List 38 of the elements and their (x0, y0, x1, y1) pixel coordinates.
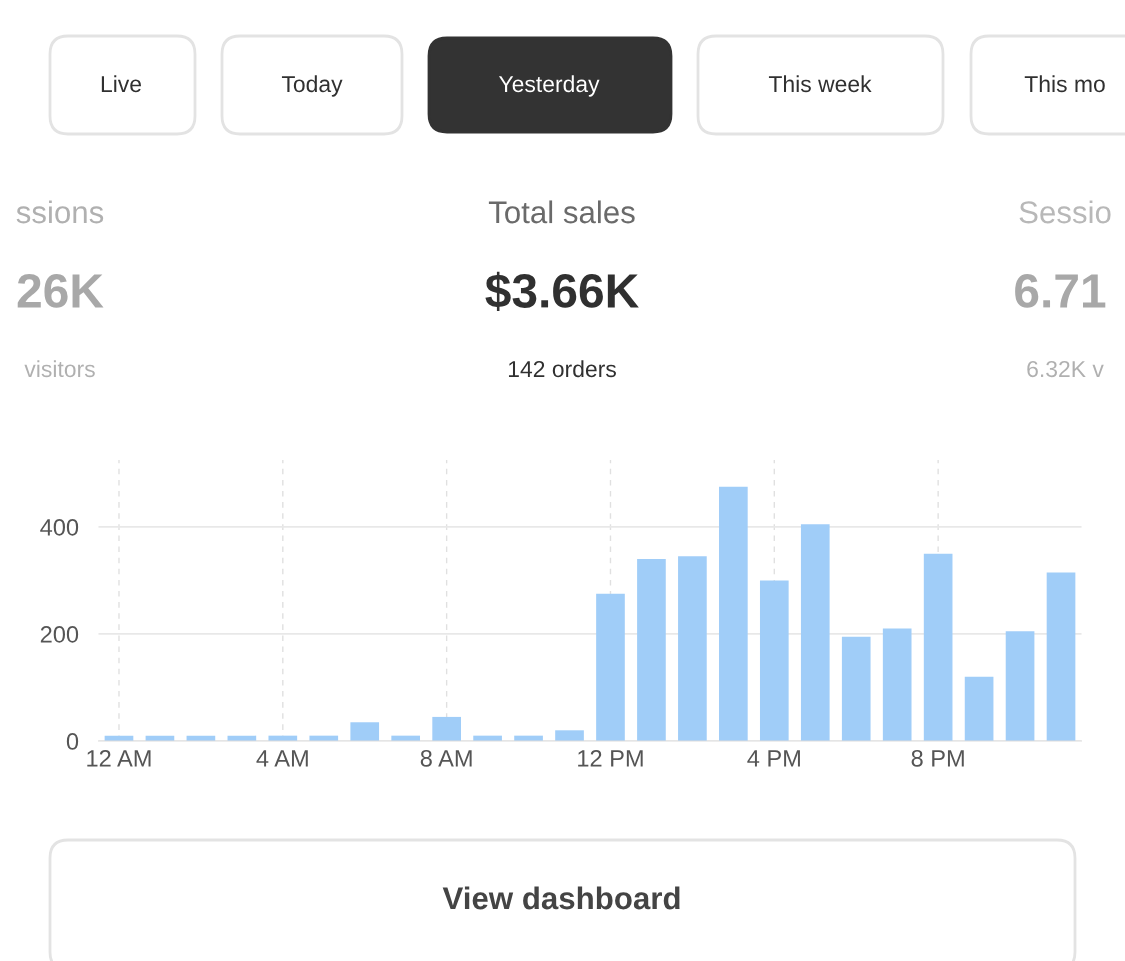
bar (678, 556, 707, 741)
text: This week (768, 75, 872, 93)
text: 26K (17, 273, 104, 308)
bar (719, 486, 748, 741)
y-tick-label: 0 (66, 733, 79, 750)
text: visitors (24, 360, 95, 378)
y-tick-label: 200 (40, 626, 79, 643)
bar (964, 676, 994, 741)
bar (841, 636, 871, 741)
text: Total sales (488, 200, 635, 224)
text: Live (101, 75, 141, 93)
x-tick-label: 4 AM (256, 750, 308, 767)
x-tick-label: 4 PM (747, 750, 800, 767)
text: $3.66K (485, 271, 639, 311)
text: Today (281, 75, 343, 97)
y-tick-label: 400 (40, 518, 79, 536)
bar (882, 628, 912, 741)
bar (555, 730, 584, 741)
bar (1046, 572, 1076, 741)
bar (637, 559, 666, 741)
text: 6.71 (1015, 273, 1106, 308)
bar (350, 722, 380, 741)
x-tick-label: 8 AM (420, 749, 472, 767)
text: View dashboard (442, 886, 680, 910)
bar (800, 524, 830, 741)
x-tick-label: 12 PM (578, 749, 643, 767)
text: ssions (16, 200, 104, 224)
text: This mo (1024, 75, 1105, 93)
text: Sessio (1019, 200, 1111, 224)
bar (923, 553, 953, 741)
bar (432, 716, 461, 741)
bar (759, 580, 789, 741)
text: Yesterday (498, 75, 600, 97)
x-tick-label: 12 AM (87, 749, 151, 767)
text: 6.32K v (1027, 360, 1104, 378)
x-tick-label: 8 PM (911, 749, 964, 767)
text: 142 orders (508, 360, 616, 378)
bar (1005, 631, 1035, 741)
